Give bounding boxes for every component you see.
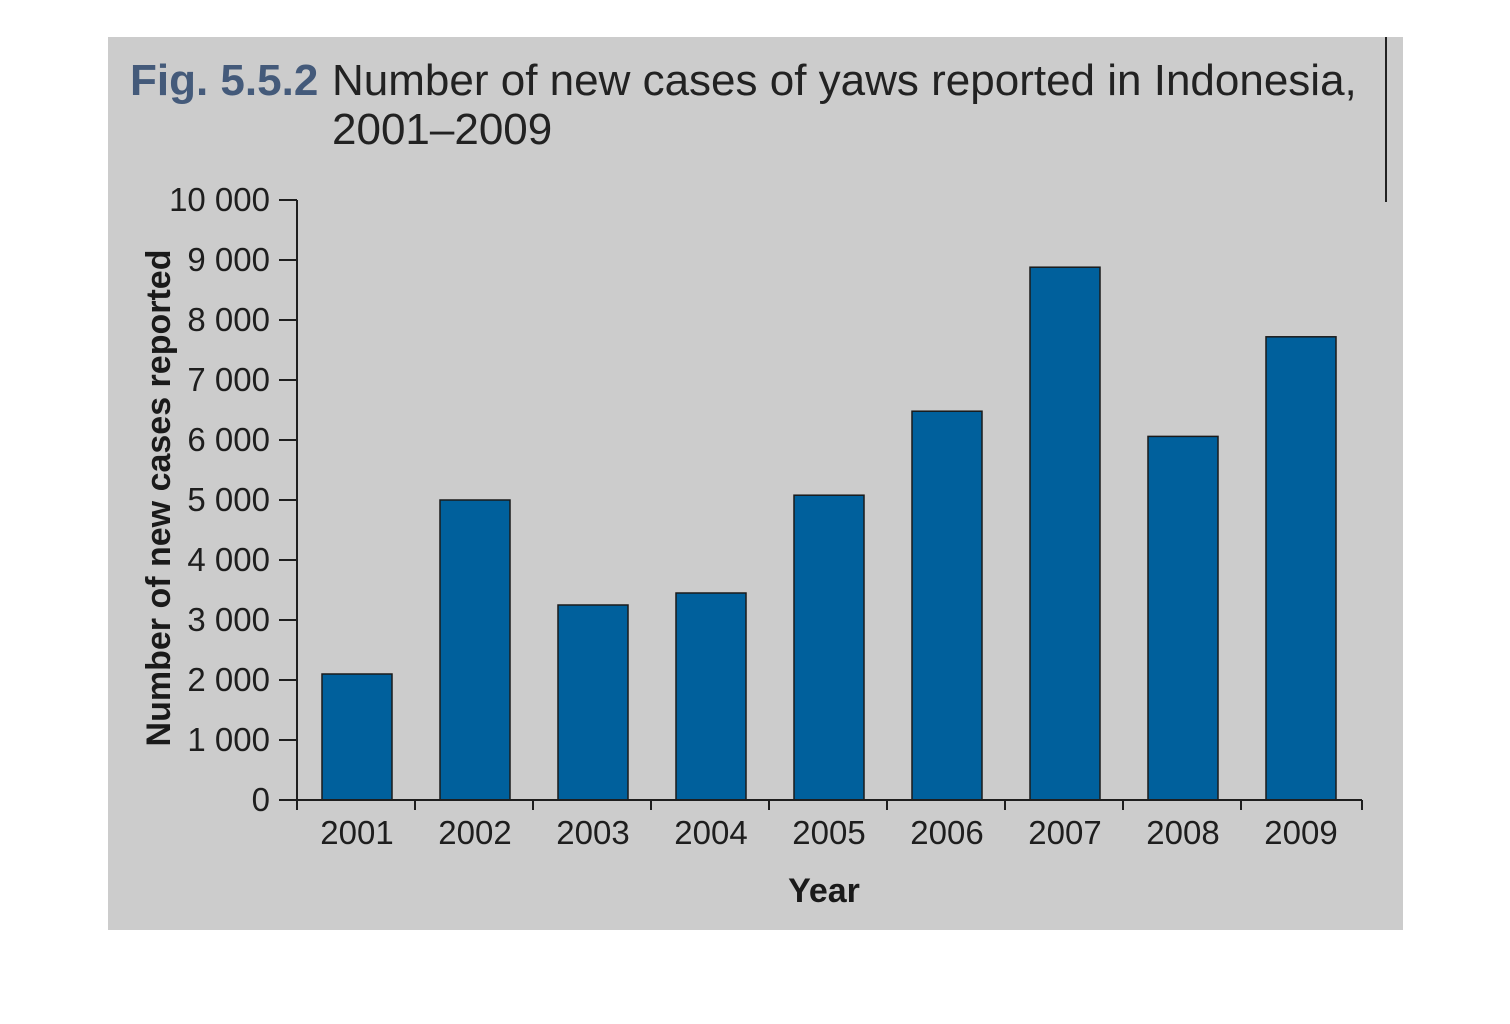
y-tick-label: 5 000 <box>187 481 270 518</box>
bar-2007 <box>1029 266 1101 801</box>
x-tick-label-2006: 2006 <box>910 814 983 851</box>
bar-2008 <box>1147 435 1219 801</box>
y-tick-label: 1 000 <box>187 721 270 758</box>
bar-2006 <box>911 410 983 801</box>
x-tick-label-2007: 2007 <box>1028 814 1101 851</box>
y-tick-label: 8 000 <box>187 301 270 338</box>
y-tick-label: 4 000 <box>187 541 270 578</box>
x-tick-label-2005: 2005 <box>792 814 865 851</box>
bar-series <box>321 266 1337 801</box>
bar-2004 <box>675 592 747 801</box>
axes <box>279 199 1363 810</box>
y-tick-label: 3 000 <box>187 601 270 638</box>
x-axis-title: Year <box>788 872 860 910</box>
figure-title-line2: 2001–2009 <box>332 105 552 154</box>
y-tick-label: 0 <box>252 781 270 818</box>
y-tick-label: 7 000 <box>187 361 270 398</box>
x-tick-label-2001: 2001 <box>320 814 393 851</box>
margin-rule <box>1385 37 1387 202</box>
bar-2009 <box>1265 336 1337 801</box>
bar-2001 <box>321 673 393 801</box>
figure-title-line1: Number of new cases of yaws reported in … <box>332 56 1357 105</box>
x-tick-label-2003: 2003 <box>556 814 629 851</box>
bar-2005 <box>793 494 865 801</box>
bar-2003 <box>557 604 629 801</box>
x-tick-label-2009: 2009 <box>1264 814 1337 851</box>
x-tick-label-2008: 2008 <box>1146 814 1219 851</box>
y-tick-label: 2 000 <box>187 661 270 698</box>
x-tick-label-2002: 2002 <box>438 814 511 851</box>
x-tick-label-2004: 2004 <box>674 814 747 851</box>
y-tick-label: 9 000 <box>187 241 270 278</box>
figure-number: Fig. 5.5.2 <box>130 56 318 105</box>
tick-labels: 0 1 000 2 000 3 000 4 000 5 000 6 000 7 000 8 00… <box>169 181 1338 851</box>
y-axis-title: Number of new cases reported <box>140 250 178 747</box>
y-tick-label: 10 000 <box>169 181 270 218</box>
y-tick-label: 6 000 <box>187 421 270 458</box>
bar-2002 <box>439 499 511 801</box>
